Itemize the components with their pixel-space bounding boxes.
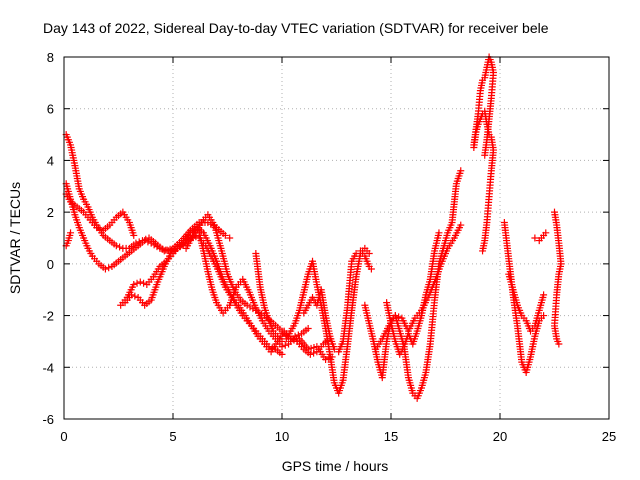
data-point bbox=[290, 336, 298, 344]
data-point bbox=[221, 231, 229, 239]
data-point bbox=[291, 332, 299, 340]
data-point bbox=[531, 234, 539, 242]
data-point bbox=[479, 247, 487, 255]
data-point bbox=[352, 250, 360, 258]
y-tick-label: 2 bbox=[47, 205, 54, 220]
data-point bbox=[67, 229, 75, 237]
data-point bbox=[294, 331, 302, 339]
x-tick-label: 25 bbox=[602, 429, 616, 444]
y-axis-label: SDTVAR / TECUs bbox=[7, 182, 23, 294]
y-tick-label: 4 bbox=[47, 153, 54, 168]
data-point bbox=[310, 349, 318, 357]
data-point bbox=[93, 224, 101, 232]
y-tick-label: -4 bbox=[42, 360, 54, 375]
data-point bbox=[278, 350, 286, 358]
data-point bbox=[128, 291, 136, 299]
data-point bbox=[133, 279, 141, 287]
data-point bbox=[542, 229, 550, 237]
series-arc11 bbox=[372, 221, 465, 353]
y-tick-label: -2 bbox=[42, 309, 54, 324]
data-point bbox=[457, 167, 465, 175]
series-arc16 bbox=[505, 270, 548, 335]
y-tick-label: 8 bbox=[47, 50, 54, 65]
data-point bbox=[481, 151, 489, 159]
series-arc14 bbox=[470, 107, 497, 255]
data-point bbox=[367, 265, 375, 273]
data-point bbox=[435, 229, 443, 237]
data-point bbox=[130, 231, 138, 239]
data-point bbox=[265, 343, 273, 351]
data-point bbox=[457, 221, 465, 229]
data-point bbox=[112, 242, 120, 250]
data-point bbox=[144, 238, 152, 246]
y-tick-label: -6 bbox=[42, 412, 54, 427]
series-arc9 bbox=[300, 247, 375, 356]
chart-title: Day 143 of 2022, Sidereal Day-to-day VTE… bbox=[43, 20, 549, 36]
data-point bbox=[268, 344, 276, 352]
series-arc12 bbox=[383, 229, 443, 358]
y-tick-label: 6 bbox=[47, 102, 54, 117]
x-tick-label: 15 bbox=[384, 429, 398, 444]
data-point bbox=[555, 340, 563, 348]
series-arc2 bbox=[62, 190, 138, 239]
data-point bbox=[105, 264, 113, 272]
data-point bbox=[141, 237, 149, 245]
data-point bbox=[304, 325, 312, 332]
x-tick-label: 0 bbox=[60, 429, 67, 444]
data-point bbox=[281, 341, 289, 349]
x-tick-label: 5 bbox=[169, 429, 176, 444]
data-point bbox=[395, 313, 403, 321]
series-arc7 bbox=[182, 226, 312, 351]
series-arc8 bbox=[252, 244, 373, 397]
y-tick-label: 0 bbox=[47, 257, 54, 272]
data-points bbox=[62, 53, 565, 402]
x-tick-label: 20 bbox=[493, 429, 507, 444]
data-point bbox=[192, 233, 200, 241]
series-arc4 bbox=[62, 229, 75, 250]
data-point bbox=[391, 312, 399, 320]
series-arc17 bbox=[531, 229, 550, 245]
data-point bbox=[131, 292, 139, 300]
data-point bbox=[191, 226, 199, 234]
data-point bbox=[101, 265, 109, 273]
data-point bbox=[130, 281, 138, 289]
data-point bbox=[306, 350, 314, 358]
series-arc18 bbox=[551, 208, 565, 348]
x-axis-ticks: 0 5 10 15 20 25 bbox=[60, 57, 616, 444]
data-point bbox=[226, 234, 234, 242]
data-point bbox=[140, 279, 148, 287]
data-point bbox=[116, 243, 124, 251]
data-point bbox=[136, 278, 144, 286]
data-point bbox=[365, 250, 373, 258]
grid bbox=[64, 57, 609, 419]
x-axis-label: GPS time / hours bbox=[282, 458, 389, 474]
data-point bbox=[278, 337, 286, 345]
y-axis-ticks: -6 -4 -2 0 2 4 6 8 bbox=[42, 50, 609, 427]
data-point bbox=[540, 291, 548, 299]
series-arc10 bbox=[361, 167, 465, 402]
plot-frame bbox=[63, 56, 610, 420]
x-tick-label: 10 bbox=[275, 429, 289, 444]
